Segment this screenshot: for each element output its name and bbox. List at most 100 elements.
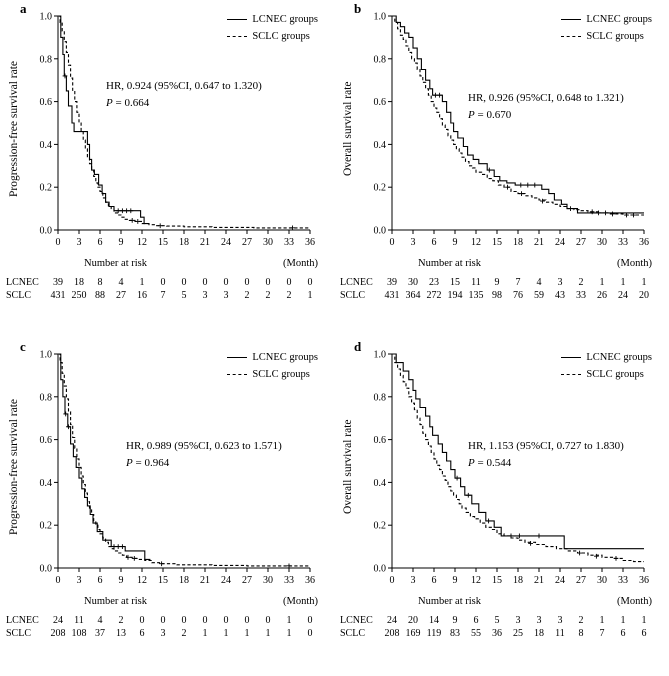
risk-count: 2 [181, 628, 187, 639]
risk-count: 0 [223, 277, 229, 288]
axis-footer-b: Number at risk (Month) [356, 258, 652, 269]
legend-label: SCLC groups [586, 31, 644, 42]
month-axis-label: (Month) [283, 596, 318, 607]
risk-count: 7 [515, 277, 521, 288]
svg-text:12: 12 [471, 237, 481, 248]
km-plot-a: 1.00.80.60.40.20.00 3 6 9 12 15 18 21 24 27 30 33 36 [40, 12, 316, 249]
svg-text:6: 6 [98, 237, 103, 248]
risk-count: 2 [244, 290, 250, 301]
axis-footer-a: Number at risk (Month) [22, 258, 318, 269]
risk-count: 25 [513, 628, 523, 639]
risk-count: 0 [307, 628, 313, 639]
number-at-risk-label: Number at risk [84, 258, 147, 269]
panel-c: c Progression-free survival rate 1.0 0.8 0… [0, 338, 334, 676]
risk-count: 364 [405, 290, 421, 301]
risk-count: 1 [620, 615, 626, 626]
risk-count: 6 [620, 628, 626, 639]
risk-count: 3 [160, 628, 166, 639]
risk-count: 24 [53, 615, 63, 626]
number-at-risk-label: Number at risk [418, 596, 481, 607]
panel-letter-c: c [20, 339, 26, 354]
risk-count: 1 [202, 628, 208, 639]
svg-text:1.0: 1.0 [40, 12, 53, 23]
svg-text:0: 0 [390, 575, 395, 586]
risk-count: 13 [116, 628, 126, 639]
risk-count: 26 [597, 290, 607, 301]
hr-text: HR, 0.924 (95%CI, 0.647 to 1.320) [106, 80, 262, 92]
solid-line-sample-icon [561, 357, 582, 358]
svg-text:18: 18 [513, 237, 523, 248]
risk-count: 11 [74, 615, 84, 626]
y-axis-title-c: Progression-free survival rate [8, 398, 20, 536]
risk-count: 4 [536, 277, 542, 288]
svg-text:30: 30 [597, 237, 607, 248]
solid-line-sample-icon [227, 357, 248, 358]
legend-label: SCLC groups [252, 369, 310, 380]
svg-text:0.4: 0.4 [40, 140, 53, 151]
risk-count: 0 [181, 615, 187, 626]
hr-annotation-d: HR, 1.153 (95%CI, 0.727 to 1.830) P = 0.… [468, 438, 624, 472]
svg-text:3: 3 [411, 575, 416, 586]
legend-c: LCNEC groups SCLC groups [227, 352, 318, 386]
risk-count: 6 [473, 615, 479, 626]
svg-text:30: 30 [263, 575, 273, 586]
risk-count: 20 [639, 290, 649, 301]
panel-d: d Overall survival rate 1.0 0.8 0.6 0.4 0.2 0… [334, 338, 669, 676]
svg-text:0.6: 0.6 [374, 97, 387, 108]
risk-count: 0 [244, 277, 250, 288]
km-plot-b: 1.00.80.60.40.20.00 3 6 9 12 15 18 21 24 27 30 33 36 [374, 12, 650, 249]
legend-label: SCLC groups [252, 31, 310, 42]
p-value-text: P = 0.544 [468, 457, 512, 470]
svg-text:0: 0 [390, 237, 395, 248]
risk-count: 0 [181, 277, 187, 288]
svg-text:36: 36 [305, 237, 315, 248]
svg-text:0.2: 0.2 [40, 521, 53, 532]
legend-entry-lcnec: LCNEC groups [227, 352, 318, 363]
svg-text:1.0: 1.0 [374, 350, 387, 361]
risk-table-a: LCNEC 39 18 8 4 1 0 0 0 0 0 0 0 0 SCLC 431 250 88 27 16 7 5 3… [6, 277, 334, 303]
risk-count: 1 [223, 628, 229, 639]
svg-text:0.0: 0.0 [40, 226, 53, 237]
plot-area-b: Overall survival rate 1.0 0.8 0.6 0.4 0.2 0.0… [340, 6, 669, 252]
risk-count: 59 [534, 290, 544, 301]
risk-count: 0 [244, 615, 250, 626]
svg-text:0.0: 0.0 [374, 226, 387, 237]
panel-b: b Overall survival rate 1.0 0.8 0.6 0.4 0.2 0… [334, 0, 669, 338]
risk-count: 3 [223, 290, 229, 301]
risk-count: 88 [95, 290, 105, 301]
legend-d: LCNEC groups SCLC groups [561, 352, 652, 386]
svg-text:0.0: 0.0 [374, 564, 387, 575]
svg-text:21: 21 [200, 575, 210, 586]
risk-count: 431 [50, 290, 66, 301]
hr-text: HR, 0.989 (95%CI, 0.623 to 1.571) [126, 440, 282, 452]
risk-count: 0 [139, 615, 145, 626]
month-axis-label: (Month) [617, 258, 652, 269]
risk-count: 108 [71, 628, 87, 639]
panel-letter-d: d [354, 339, 362, 354]
svg-text:0.8: 0.8 [374, 392, 387, 403]
risk-count: 33 [576, 290, 586, 301]
legend-entry-sclc: SCLC groups [561, 369, 652, 380]
svg-text:12: 12 [471, 575, 481, 586]
svg-text:3: 3 [77, 575, 82, 586]
risk-count: 30 [408, 277, 418, 288]
risk-table-b: LCNEC 39 30 23 15 11 9 7 4 3 2 1 1 1 SCLC 431 364 272 194… [340, 277, 669, 303]
svg-text:27: 27 [576, 237, 586, 248]
risk-row-sclc: SCLC 208 169 119 83 55 36 25 18 11 8 7 6 6 [340, 628, 669, 641]
svg-text:18: 18 [179, 575, 189, 586]
svg-text:24: 24 [555, 237, 565, 248]
legend-label: SCLC groups [586, 369, 644, 380]
svg-text:15: 15 [158, 237, 168, 248]
legend-entry-sclc: SCLC groups [227, 369, 318, 380]
risk-count: 119 [426, 628, 442, 639]
svg-text:24: 24 [221, 237, 231, 248]
risk-count: 431 [384, 290, 400, 301]
plot-area-a: Progression-free survival rate 1.0 0.8 0.6… [6, 6, 334, 252]
risk-count: 208 [50, 628, 66, 639]
risk-count: 3 [515, 615, 521, 626]
legend-label: LCNEC groups [252, 14, 318, 25]
dashed-line-sample-icon [227, 374, 248, 375]
svg-text:6: 6 [98, 575, 103, 586]
risk-count: 0 [307, 615, 313, 626]
risk-count: 27 [116, 290, 126, 301]
